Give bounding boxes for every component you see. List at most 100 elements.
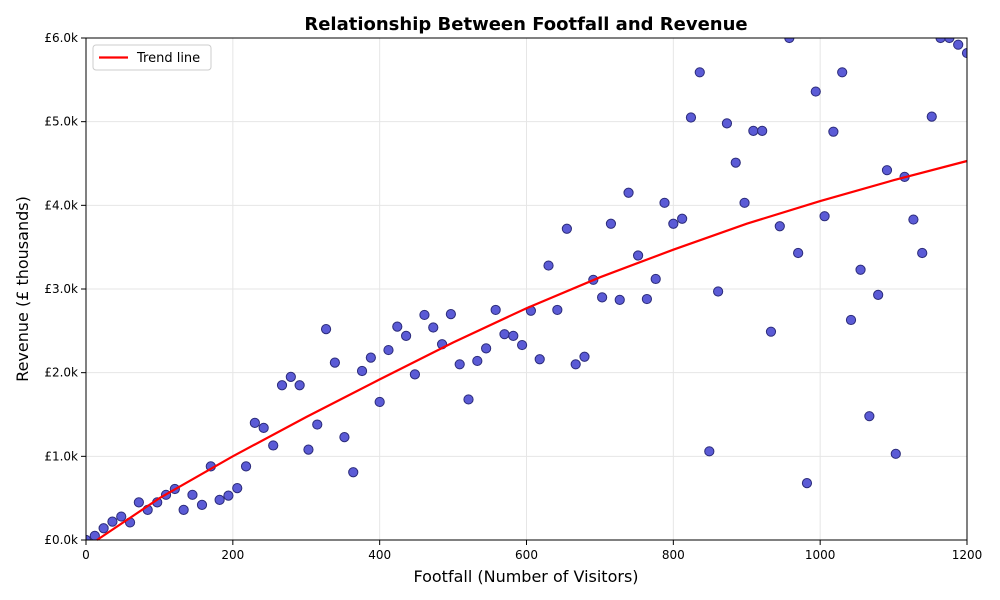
data-point	[348, 467, 359, 478]
data-point	[864, 411, 875, 422]
data-point	[828, 126, 839, 137]
data-point	[623, 187, 634, 198]
data-point	[294, 380, 305, 391]
data-point	[810, 86, 821, 97]
data-point	[196, 499, 208, 510]
data-point	[400, 330, 412, 341]
y-tick-label: £0.0k	[44, 533, 78, 547]
data-point	[855, 264, 866, 275]
x-tick-label: 400	[368, 548, 391, 562]
data-point	[508, 330, 519, 341]
y-tick-label: £4.0k	[44, 198, 78, 212]
x-tick-label: 600	[515, 548, 538, 562]
data-point	[365, 352, 376, 363]
y-tick-label: £2.0k	[44, 366, 78, 380]
x-tick-label: 1200	[952, 548, 983, 562]
data-point	[837, 67, 848, 78]
data-point	[614, 294, 625, 305]
data-point	[258, 422, 269, 433]
data-point	[659, 197, 670, 208]
x-tick-label: 200	[221, 548, 244, 562]
data-point	[917, 247, 928, 259]
data-point	[534, 354, 545, 365]
legend: Trend line	[92, 44, 212, 71]
data-point	[757, 125, 768, 136]
y-axis-ticks: £0.0k £1.0k £2.0k £3.0k £4.0k £5.0k £6.0k	[44, 31, 86, 547]
data-point	[329, 357, 340, 368]
legend-trend-label: Trend line	[136, 51, 200, 66]
data-point	[276, 380, 288, 391]
chart-title: Relationship Between Footfall and Revenu…	[304, 14, 747, 35]
data-point	[605, 218, 617, 229]
data-point	[419, 309, 430, 321]
data-point	[89, 530, 100, 540]
data-point	[312, 419, 323, 430]
x-axis-label: Footfall (Number of Visitors)	[413, 567, 638, 586]
data-point	[685, 112, 697, 123]
data-point	[873, 289, 884, 300]
data-point	[721, 118, 733, 129]
data-point	[356, 365, 368, 377]
data-point	[908, 214, 919, 225]
data-point	[303, 444, 314, 455]
x-tick-label: 800	[662, 548, 685, 562]
data-point	[739, 197, 750, 208]
legend-box	[92, 44, 212, 71]
data-point	[463, 394, 474, 405]
data-point	[713, 286, 724, 297]
data-point	[881, 165, 893, 176]
data-point	[552, 304, 563, 316]
data-point	[107, 516, 118, 527]
data-point	[214, 494, 225, 505]
data-point	[774, 221, 785, 232]
data-point	[890, 448, 901, 459]
data-point	[178, 504, 189, 515]
data-point	[570, 359, 581, 370]
data-point	[98, 523, 109, 534]
data-point	[320, 324, 332, 335]
data-point	[765, 326, 777, 337]
data-point	[249, 417, 260, 428]
data-point	[641, 293, 653, 305]
data-point	[677, 213, 688, 224]
data-point	[961, 47, 967, 59]
data-point	[561, 223, 572, 234]
data-point	[632, 250, 644, 261]
data-point	[339, 431, 350, 443]
data-point	[819, 211, 830, 222]
y-tick-label: £5.0k	[44, 115, 78, 129]
data-point	[428, 322, 439, 333]
data-point	[953, 39, 964, 50]
data-point	[374, 396, 385, 408]
data-point	[285, 371, 296, 382]
data-point	[133, 497, 144, 508]
y-tick-label: £6.0k	[44, 31, 78, 45]
data-point	[454, 359, 465, 370]
trend-line	[96, 159, 968, 541]
data-point	[793, 247, 804, 259]
data-point	[845, 314, 857, 326]
data-point	[187, 489, 198, 500]
data-point	[409, 369, 421, 380]
data-point	[472, 355, 483, 367]
data-point	[730, 157, 741, 168]
x-tick-label: 1000	[805, 548, 836, 562]
data-point	[694, 67, 705, 78]
y-tick-label: £1.0k	[44, 449, 78, 463]
x-axis-ticks: 0 200 400 600 800 1000 1200	[82, 540, 982, 562]
data-point	[579, 351, 590, 362]
data-points	[86, 38, 967, 540]
data-point	[650, 273, 661, 285]
data-point	[516, 339, 528, 351]
data-point	[490, 304, 501, 316]
data-point	[223, 490, 234, 501]
data-point	[801, 478, 813, 489]
y-axis-label: Revenue (£ thousands)	[13, 196, 32, 382]
data-point	[116, 511, 127, 522]
y-tick-label: £3.0k	[44, 282, 78, 296]
data-point	[240, 461, 252, 472]
data-point	[481, 343, 492, 354]
x-tick-label: 0	[82, 548, 90, 562]
data-point	[597, 292, 608, 303]
data-point	[668, 218, 679, 229]
